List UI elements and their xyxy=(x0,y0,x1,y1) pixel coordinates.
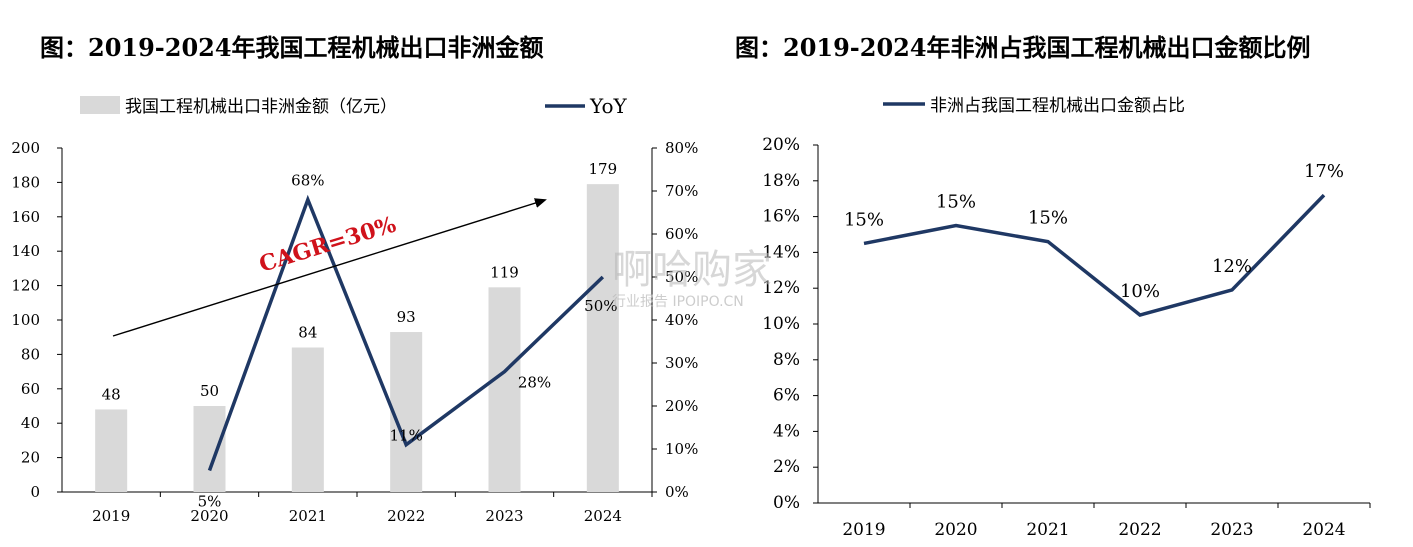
yoy-value-label: 28% xyxy=(518,374,551,392)
y2-tick-label: 60% xyxy=(665,225,698,243)
x-tick-label: 2021 xyxy=(289,507,327,525)
y-tick-label: 18% xyxy=(762,171,800,191)
right-chart: 0% 2% 4% 6% 8% 10% 12% 14% 16% 18% 20% 2019 2020 2021… xyxy=(762,96,1371,540)
y2-tick-label: 80% xyxy=(665,139,698,157)
bar-2023 xyxy=(488,287,521,492)
x-tick-label: 2022 xyxy=(387,507,425,525)
y-tick-label: 80 xyxy=(21,345,40,363)
legend-line-label: 非洲占我国工程机械出口金额占比 xyxy=(930,96,1185,116)
y2-tick-label: 0% xyxy=(665,483,689,501)
y2-tick-label: 20% xyxy=(665,397,698,415)
x-tick-label: 2020 xyxy=(190,507,228,525)
trend-arrow xyxy=(112,198,547,337)
y2-tick-label: 30% xyxy=(665,354,698,372)
y-tick-label: 10% xyxy=(762,314,800,334)
y-tick-label: 16% xyxy=(762,207,800,227)
y-tick-label: 14% xyxy=(762,242,800,262)
share-line xyxy=(863,193,1326,317)
y-tick-label: 4% xyxy=(773,421,800,441)
y-tick-label: 8% xyxy=(773,350,800,370)
yoy-value-label: 11% xyxy=(389,427,422,445)
y-tick-label: 140 xyxy=(11,242,40,260)
bar-value-label: 48 xyxy=(102,385,121,403)
x-tick-label: 2022 xyxy=(1118,520,1161,540)
share-value-label: 15% xyxy=(1028,208,1068,229)
bar-value-label: 84 xyxy=(298,324,317,342)
y-tick-label: 160 xyxy=(11,208,40,226)
watermark-main: 啊哈购家 xyxy=(612,247,772,293)
y-tick-label: 6% xyxy=(773,386,800,406)
bar-2024 xyxy=(586,184,619,492)
bar-value-label: 50 xyxy=(200,382,219,400)
y2-tick-label: 70% xyxy=(665,182,698,200)
bar-2022 xyxy=(390,332,423,492)
y-tick-label: 0 xyxy=(30,483,40,501)
bar-value-label: 119 xyxy=(490,263,519,281)
x-tick-label: 2020 xyxy=(934,520,977,540)
share-value-label: 15% xyxy=(844,209,884,230)
y-tick-label: 12% xyxy=(762,278,800,298)
x-tick-label: 2019 xyxy=(92,507,130,525)
bar-2020 xyxy=(193,406,226,492)
x-tick-label: 2023 xyxy=(485,507,523,525)
x-tick-label: 2021 xyxy=(1026,520,1069,540)
legend-line-label: YoY xyxy=(589,94,628,118)
y-tick-label: 20 xyxy=(21,449,40,467)
yoy-value-label: 68% xyxy=(291,172,324,190)
y2-tick-label: 10% xyxy=(665,440,698,458)
watermark-sub: 行业报告 IPOIPO.CN xyxy=(612,294,744,310)
share-value-label: 12% xyxy=(1212,256,1252,277)
bar-2021 xyxy=(291,347,324,492)
x-tick-label: 2023 xyxy=(1210,520,1253,540)
y-tick-label: 2% xyxy=(773,457,800,477)
share-value-label: 10% xyxy=(1120,281,1160,302)
right-chart-title: 图：2019-2024年非洲占我国工程机械出口金额比例 xyxy=(735,33,1311,62)
x-tick-label: 2024 xyxy=(584,507,622,525)
y2-tick-label: 50% xyxy=(665,268,698,286)
y-tick-label: 20% xyxy=(762,135,800,155)
x-tick-label: 2024 xyxy=(1302,520,1345,540)
bar-value-label: 179 xyxy=(589,160,618,178)
legend-bar-label: 我国工程机械出口非洲金额（亿元） xyxy=(125,97,397,117)
y-tick-label: 120 xyxy=(11,277,40,295)
share-value-label: 17% xyxy=(1304,161,1344,182)
bar-value-label: 93 xyxy=(397,308,416,326)
y-tick-label: 60 xyxy=(21,380,40,398)
bar-2019 xyxy=(95,409,128,492)
left-chart: 0 20 40 60 80 100 120 140 160 180 200 0% 10% 20% 30% 40… xyxy=(11,94,698,525)
y-tick-label: 200 xyxy=(11,139,40,157)
y-tick-label: 0% xyxy=(773,493,800,513)
yoy-value-label: 5% xyxy=(198,493,222,511)
share-value-label: 15% xyxy=(936,192,976,213)
y-tick-label: 180 xyxy=(11,173,40,191)
left-chart-title: 图：2019-2024年我国工程机械出口非洲金额 xyxy=(40,33,544,62)
legend-bar-swatch xyxy=(80,96,120,114)
y2-tick-label: 40% xyxy=(665,311,698,329)
x-tick-label: 2019 xyxy=(842,520,885,540)
y-tick-label: 40 xyxy=(21,414,40,432)
y-tick-label: 100 xyxy=(11,311,40,329)
yoy-value-label: 50% xyxy=(584,297,617,315)
